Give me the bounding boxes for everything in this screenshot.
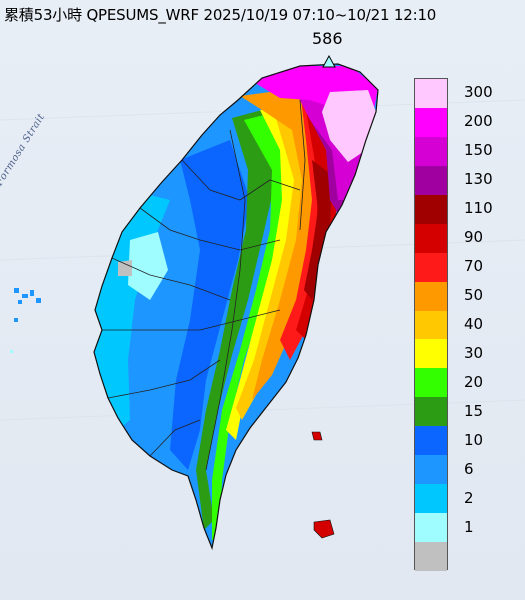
- legend-swatch: [415, 136, 447, 166]
- legend-label: 15: [464, 401, 484, 420]
- legend-swatch-column: [414, 78, 448, 571]
- legend-swatch: [415, 281, 447, 311]
- rainfall-zones: [94, 66, 378, 540]
- zone-15mm: [196, 110, 278, 530]
- legend-label: 50: [464, 286, 484, 305]
- legend-label: 110: [464, 199, 493, 218]
- max-rainfall-marker-icon: [322, 54, 336, 68]
- rainfall-legend: 300 200 150 130 110 90 70 50 40 30 20 15 10 6 2 1: [414, 78, 510, 571]
- legend-label: 150: [464, 141, 493, 160]
- legend-swatch: [415, 455, 447, 485]
- map-title: 累積53小時 QPESUMS_WRF 2025/10/19 07:10~10/2…: [4, 6, 437, 24]
- legend-label: 20: [464, 372, 484, 391]
- legend-swatch: [415, 542, 447, 571]
- penghu-islands: [10, 288, 41, 353]
- zone-1mm-patch: [128, 232, 168, 300]
- legend-swatch: [415, 484, 447, 514]
- legend-swatch: [415, 252, 447, 282]
- legend-label: 200: [464, 112, 493, 131]
- legend-swatch: [415, 426, 447, 456]
- zone-110mm: [304, 160, 332, 300]
- legend-swatch: [415, 165, 447, 195]
- orchid-island: [313, 519, 335, 539]
- legend-label: 6: [464, 459, 474, 478]
- legend-label: 10: [464, 430, 484, 449]
- zone-20mm: [212, 112, 292, 540]
- legend-swatch: [415, 194, 447, 224]
- zone-50mm: [240, 92, 320, 400]
- legend-swatch: [415, 368, 447, 398]
- county-boundaries: [102, 99, 306, 471]
- legend-swatch: [415, 223, 447, 253]
- legend-swatch: [415, 107, 447, 137]
- zone-no-data-patch: [118, 260, 132, 276]
- legend-label: 90: [464, 228, 484, 247]
- legend-label: 70: [464, 257, 484, 276]
- legend-label: 1: [464, 517, 474, 536]
- legend-swatch: [415, 79, 447, 108]
- legend-swatch: [415, 310, 447, 340]
- max-rainfall-value: 586: [312, 29, 343, 48]
- legend-label: 130: [464, 170, 493, 189]
- legend-label: 30: [464, 343, 484, 362]
- green-island: [311, 431, 323, 441]
- coastline: [93, 63, 379, 551]
- legend-label: 40: [464, 315, 484, 333]
- zone-10mm: [170, 140, 250, 470]
- legend-label: 300: [464, 83, 493, 102]
- legend-label: 2: [464, 488, 474, 507]
- legend-swatch: [415, 339, 447, 369]
- zone-300mm: [322, 90, 376, 162]
- legend-swatch: [415, 397, 447, 427]
- legend-swatch: [415, 513, 447, 542]
